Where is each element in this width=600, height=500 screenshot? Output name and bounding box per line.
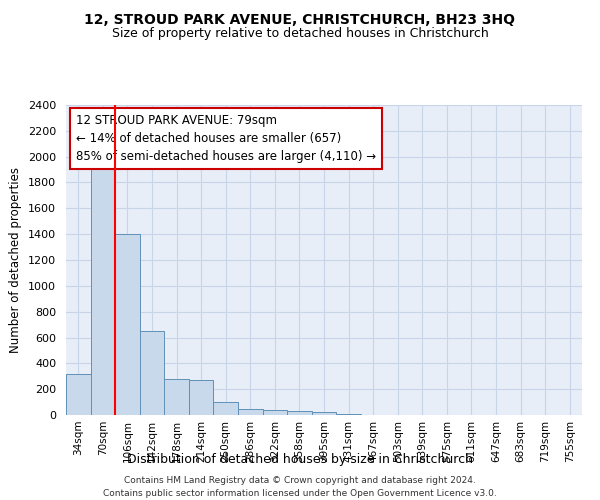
Text: 12, STROUD PARK AVENUE, CHRISTCHURCH, BH23 3HQ: 12, STROUD PARK AVENUE, CHRISTCHURCH, BH…: [85, 12, 515, 26]
Text: Distribution of detached houses by size in Christchurch: Distribution of detached houses by size …: [127, 452, 473, 466]
Bar: [164, 380, 189, 415]
Y-axis label: Number of detached properties: Number of detached properties: [10, 167, 22, 353]
Bar: [66, 374, 91, 415]
Bar: [115, 234, 140, 415]
Bar: [263, 410, 287, 415]
Text: Contains public sector information licensed under the Open Government Licence v3: Contains public sector information licen…: [103, 488, 497, 498]
Bar: [91, 160, 115, 415]
Bar: [336, 414, 361, 415]
Text: Contains HM Land Registry data © Crown copyright and database right 2024.: Contains HM Land Registry data © Crown c…: [124, 476, 476, 485]
Text: Size of property relative to detached houses in Christchurch: Size of property relative to detached ho…: [112, 28, 488, 40]
Bar: [140, 331, 164, 415]
Bar: [189, 380, 214, 415]
Bar: [287, 411, 312, 415]
Bar: [312, 412, 336, 415]
Bar: [238, 409, 263, 415]
Text: 12 STROUD PARK AVENUE: 79sqm
← 14% of detached houses are smaller (657)
85% of s: 12 STROUD PARK AVENUE: 79sqm ← 14% of de…: [76, 114, 376, 164]
Bar: [214, 402, 238, 415]
